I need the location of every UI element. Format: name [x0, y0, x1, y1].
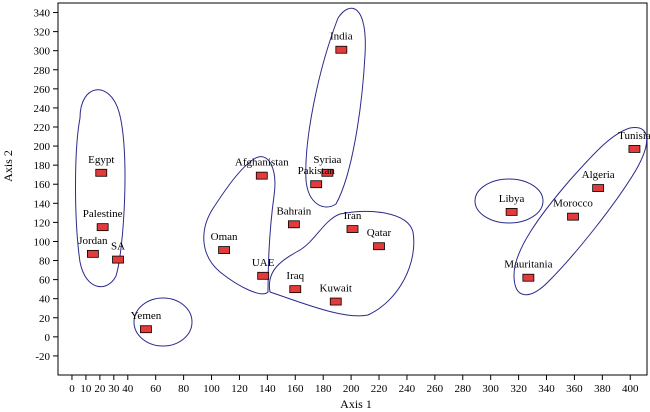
data-point-label: Morocco — [553, 198, 593, 210]
cluster-outline-yemen — [133, 297, 193, 347]
y-tick-label: 0 — [45, 332, 51, 344]
x-tick-label: 320 — [510, 383, 527, 395]
x-tick-label: 220 — [371, 383, 388, 395]
x-tick-label: 280 — [455, 383, 472, 395]
y-tick-label: 260 — [34, 84, 51, 96]
x-tick-label: 0 — [69, 383, 75, 395]
data-point-label: Iraq — [286, 270, 304, 282]
y-tick-label: 60 — [39, 275, 51, 287]
data-point-marker — [329, 297, 342, 306]
x-tick-label: 380 — [594, 383, 611, 395]
data-point-marker — [522, 273, 535, 282]
x-tick-label: 180 — [315, 383, 332, 395]
x-tick-label: 20 — [94, 383, 106, 395]
y-tick-label: 120 — [34, 217, 51, 229]
cluster-outline-maghreb — [513, 126, 648, 296]
x-tick-label: 240 — [399, 383, 416, 395]
data-point-label: Oman — [211, 231, 238, 243]
plot-frame — [57, 2, 648, 376]
data-point-marker — [373, 242, 385, 251]
data-point-marker — [218, 246, 230, 254]
data-point-marker — [287, 220, 300, 229]
y-tick-label: 220 — [34, 122, 51, 134]
data-point-marker — [257, 271, 270, 280]
data-point-marker — [505, 207, 518, 216]
data-point-label: Tunisia — [618, 130, 650, 142]
x-tick-label: 160 — [287, 383, 304, 395]
x-tick-label: 200 — [343, 383, 360, 395]
y-tick-label: 20 — [39, 313, 51, 325]
x-tick-label: 260 — [427, 383, 444, 395]
y-tick-label: 40 — [39, 294, 51, 306]
data-point-label: Iran — [344, 210, 362, 222]
data-point-marker — [321, 168, 334, 177]
data-point-label: Bahrain — [276, 205, 311, 217]
data-point-marker — [86, 249, 99, 258]
data-point-marker — [567, 212, 579, 221]
x-axis-ticks: 0 10 20 30 40 60 80 100 120 140 160 180 200 220 240 260… — [69, 375, 639, 395]
data-point-label: India — [330, 31, 353, 43]
data-point-label: Syriaa — [313, 154, 341, 166]
data-point-marker — [310, 180, 323, 189]
y-tick-label: 280 — [34, 65, 51, 77]
data-point-marker — [140, 325, 152, 334]
data-point-marker — [628, 145, 641, 153]
cluster-outlines — [75, 7, 648, 347]
data-point-marker — [95, 168, 108, 177]
data-point-marker — [346, 225, 359, 233]
cluster-outline-gulf-west — [203, 156, 276, 295]
y-tick-label: 240 — [34, 103, 51, 115]
data-point-label: Egypt — [88, 154, 114, 166]
x-tick-label: 300 — [482, 383, 499, 395]
data-point-marker — [255, 171, 268, 180]
data-point-label: Yemen — [131, 310, 162, 322]
cluster-outline-levant — [75, 89, 126, 288]
x-tick-label: 30 — [108, 383, 120, 395]
y-tick-label: 320 — [34, 27, 51, 39]
data-point-label: Kuwait — [320, 283, 352, 295]
data-point-marker — [96, 223, 109, 232]
y-tick-label: 300 — [34, 46, 51, 58]
cluster-outline-libya — [474, 178, 544, 224]
data-point-label: Mauritania — [504, 259, 552, 271]
x-tick-label: 100 — [203, 383, 220, 395]
y-tick-label: 160 — [34, 179, 51, 191]
y-tick-label: 340 — [34, 8, 51, 20]
y-tick-label: 80 — [39, 256, 51, 268]
x-tick-label: 400 — [622, 383, 639, 395]
data-point-marker — [289, 285, 302, 294]
y-tick-label: 100 — [34, 236, 51, 248]
y-tick-label: -20 — [35, 351, 50, 363]
x-tick-label: 140 — [259, 383, 276, 395]
y-axis-ticks: -20 0 20 40 60 80 100 120 140 160 180 200 220 240 260 2… — [34, 8, 58, 363]
data-point-label: Jordan — [78, 235, 108, 247]
y-tick-label: 180 — [34, 160, 51, 172]
x-tick-label: 10 — [80, 383, 92, 395]
x-tick-label: 360 — [566, 383, 583, 395]
cluster-outline-gulf-east — [268, 210, 415, 317]
data-point-label: Palestine — [83, 208, 123, 220]
x-tick-label: 120 — [231, 383, 248, 395]
data-point-label: Afghanistan — [235, 157, 289, 169]
data-point-label: UAE — [252, 257, 275, 269]
x-tick-label: 60 — [150, 383, 162, 395]
data-point-label: Pakistan — [298, 165, 336, 177]
cluster-outline-india — [305, 7, 366, 208]
y-axis-title: Axis 2 — [1, 150, 15, 182]
data-point-label: Libya — [499, 193, 525, 205]
data-point-marker — [335, 45, 348, 54]
x-axis-title: Axis 1 — [340, 397, 372, 411]
data-point-label: SA — [111, 241, 125, 253]
x-tick-label: 340 — [538, 383, 555, 395]
y-tick-label: 140 — [34, 198, 51, 210]
data-point-marker — [112, 255, 124, 264]
data-point-marker — [592, 184, 605, 192]
x-tick-label: 40 — [122, 383, 134, 395]
data-point-label: Qatar — [367, 227, 392, 239]
data-points: India Egypt Syriaa Afghanistan Pakistan Tunis… — [78, 31, 650, 334]
y-tick-label: 200 — [34, 141, 51, 153]
data-point-label: Algeria — [582, 169, 615, 181]
x-tick-label: 80 — [178, 383, 190, 395]
